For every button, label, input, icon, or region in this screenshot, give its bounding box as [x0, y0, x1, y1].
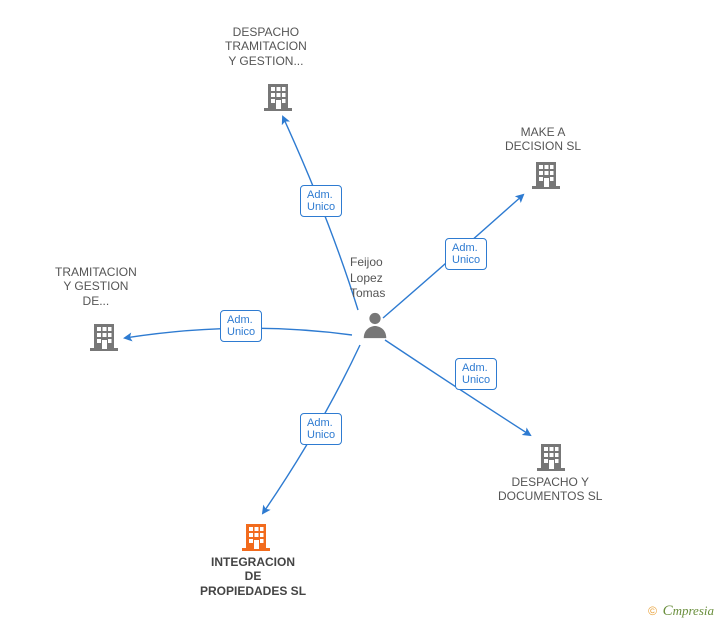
edge-label: Adm. Unico [445, 238, 487, 270]
company-node[interactable]: MAKE A DECISION SL [505, 125, 581, 154]
edge-label: Adm. Unico [455, 358, 497, 390]
diagram-canvas: Feijoo Lopez Tomas DESPACHO TRAMITACION … [0, 0, 728, 630]
company-node[interactable]: INTEGRACION DE PROPIEDADES SL [200, 555, 306, 598]
brand-logo: Cmpresia [663, 603, 714, 618]
building-icon [530, 158, 562, 195]
building-icon [262, 80, 294, 117]
center-person-label: Feijoo Lopez Tomas [350, 255, 385, 302]
company-node[interactable]: DESPACHO Y DOCUMENTOS SL [498, 475, 602, 504]
company-node[interactable]: TRAMITACION Y GESTION DE... [55, 265, 137, 308]
footer-copyright: © Cmpresia [648, 603, 714, 620]
building-icon [240, 520, 272, 557]
company-label: MAKE A DECISION SL [505, 125, 581, 154]
edge-label: Adm. Unico [300, 185, 342, 217]
copyright-symbol: © [648, 604, 657, 618]
company-label: DESPACHO TRAMITACION Y GESTION... [225, 25, 307, 68]
person-icon [360, 310, 390, 345]
building-icon [88, 320, 120, 357]
company-label: DESPACHO Y DOCUMENTOS SL [498, 475, 602, 504]
edge-label: Adm. Unico [220, 310, 262, 342]
building-icon [535, 440, 567, 477]
edge-label: Adm. Unico [300, 413, 342, 445]
company-label: INTEGRACION DE PROPIEDADES SL [200, 555, 306, 598]
company-node[interactable]: DESPACHO TRAMITACION Y GESTION... [225, 25, 307, 68]
company-label: TRAMITACION Y GESTION DE... [55, 265, 137, 308]
